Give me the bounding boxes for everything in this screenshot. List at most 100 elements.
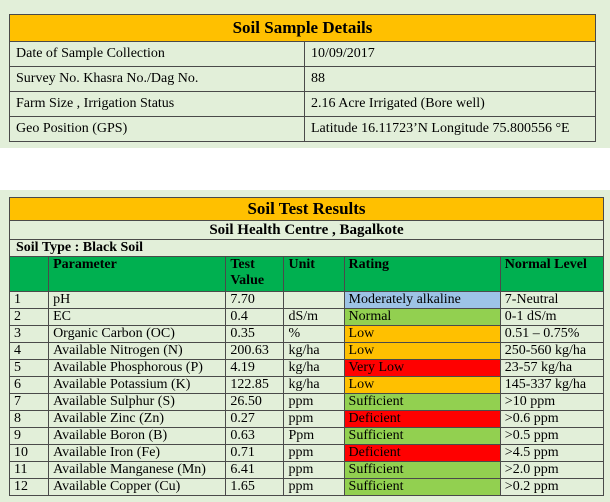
normal-level: >4.5 ppm [499,444,605,462]
unit: kg/ha [283,376,345,394]
header-rating: Rating [343,256,501,292]
rating: Normal [343,308,501,326]
table-row: 1 pH 7.70 Moderately alkaline 7-Neutral [8,291,605,309]
test-value: 6.41 [225,461,285,479]
rating: Deficient [343,410,501,428]
row-number: 12 [8,478,50,496]
table-row: 10 Available Iron (Fe) 0.71 ppm Deficient >4.… [8,444,605,462]
soil-type: Soil Type : Black Soil [9,239,604,257]
row-number: 2 [8,308,50,326]
rating: Sufficient [343,393,501,411]
table-row: 11 Available Manganese (Mn) 6.41 ppm Suffici… [8,461,605,479]
table-row: 9 Available Boron (B) 0.63 Ppm Sufficient >0.… [8,427,605,445]
rating: Sufficient [343,478,501,496]
row-number: 6 [8,376,50,394]
rating: Sufficient [343,461,501,479]
normal-level: >0.2 ppm [499,478,605,496]
test-value: 0.35 [225,325,285,343]
parameter-name: Available Iron (Fe) [48,444,227,462]
parameter-name: Available Zinc (Zn) [48,410,227,428]
normal-level: 7-Neutral [499,291,605,309]
details-label: Survey No. Khasra No./Dag No. [9,66,305,92]
table-row: 2 EC 0.4 dS/m Normal 0-1 dS/m [8,308,605,326]
parameter-name: Available Nitrogen (N) [48,342,227,360]
normal-level: >0.6 ppm [499,410,605,428]
row-number: 8 [8,410,50,428]
normal-level: 250-560 kg/ha [499,342,605,360]
details-label: Geo Position (GPS) [9,116,305,142]
test-value: 26.50 [225,393,285,411]
rating: Moderately alkaline [343,291,501,309]
normal-level: 145-337 kg/ha [499,376,605,394]
rating: Low [343,325,501,343]
test-value: 7.70 [225,291,285,309]
row-number: 5 [8,359,50,377]
normal-level: >0.5 ppm [499,427,605,445]
details-title: Soil Sample Details [9,14,596,42]
unit: % [283,325,345,343]
row-number: 7 [8,393,50,411]
unit: ppm [283,478,345,496]
parameter-name: pH [48,291,227,309]
test-value: 0.63 [225,427,285,445]
results-title: Soil Test Results [9,197,604,221]
soil-sample-details-table: Soil Sample Details Date of Sample Colle… [9,14,596,142]
rating: Low [343,342,501,360]
unit: ppm [283,461,345,479]
details-row: Farm Size , Irrigation Status 2.16 Acre … [9,91,596,117]
results-title-row: Soil Test Results [9,197,604,221]
header-no [8,256,50,292]
soil-sample-details-panel: Soil Sample Details Date of Sample Colle… [0,0,610,148]
results-header-row: Parameter Test Value Unit Rating Normal … [8,256,605,292]
rating: Low [343,376,501,394]
parameter-name: Organic Carbon (OC) [48,325,227,343]
table-row: 12 Available Copper (Cu) 1.65 ppm Sufficient… [8,478,605,496]
details-value: 10/09/2017 [304,41,596,67]
soil-test-results-table: Soil Test Results Soil Health Centre , B… [8,197,605,496]
rating: Deficient [343,444,501,462]
row-number: 9 [8,427,50,445]
details-row: Date of Sample Collection 10/09/2017 [9,41,596,67]
unit: ppm [283,410,345,428]
header-parameter: Parameter [48,256,227,292]
test-value: 0.71 [225,444,285,462]
test-value: 1.65 [225,478,285,496]
table-row: 3 Organic Carbon (OC) 0.35% Low 0.51 – 0.75% [8,325,605,343]
normal-level: 0.51 – 0.75% [499,325,605,343]
parameter-name: Available Potassium (K) [48,376,227,394]
unit: ppm [283,393,345,411]
details-row: Geo Position (GPS) Latitude 16.11723’N L… [9,116,596,142]
row-number: 3 [8,325,50,343]
unit [283,291,345,309]
parameter-name: Available Boron (B) [48,427,227,445]
details-label: Farm Size , Irrigation Status [9,91,305,117]
test-value: 0.4 [225,308,285,326]
unit: dS/m [283,308,345,326]
row-number: 4 [8,342,50,360]
normal-level: >2.0 ppm [499,461,605,479]
results-centre-row: Soil Health Centre , Bagalkote [9,220,604,240]
row-number: 10 [8,444,50,462]
test-value: 122.85 [225,376,285,394]
normal-level: 0-1 dS/m [499,308,605,326]
rating: Sufficient [343,427,501,445]
normal-level: >10 ppm [499,393,605,411]
unit: kg/ha [283,359,345,377]
parameter-name: Available Manganese (Mn) [48,461,227,479]
unit: kg/ha [283,342,345,360]
table-row: 5 Available Phosphorous (P) 4.19 kg/ha Very … [8,359,605,377]
soil-health-centre: Soil Health Centre , Bagalkote [9,220,604,240]
parameter-name: EC [48,308,227,326]
header-test-value: Test Value [225,256,285,292]
normal-level: 23-57 kg/ha [499,359,605,377]
header-normal-level: Normal Level [499,256,605,292]
soil-test-results-panel: Soil Test Results Soil Health Centre , B… [0,190,610,502]
row-number: 1 [8,291,50,309]
table-row: 6 Available Potassium (K) 122.85 kg/ha Low 14… [8,376,605,394]
table-row: 7 Available Sulphur (S) 26.50 ppm Sufficient… [8,393,605,411]
details-row: Survey No. Khasra No./Dag No. 88 [9,66,596,92]
parameter-name: Available Sulphur (S) [48,393,227,411]
table-row: 4 Available Nitrogen (N) 200.63 kg/ha Low 250… [8,342,605,360]
test-value: 4.19 [225,359,285,377]
details-value: Latitude 16.11723’N Longitude 75.800556 … [304,116,596,142]
